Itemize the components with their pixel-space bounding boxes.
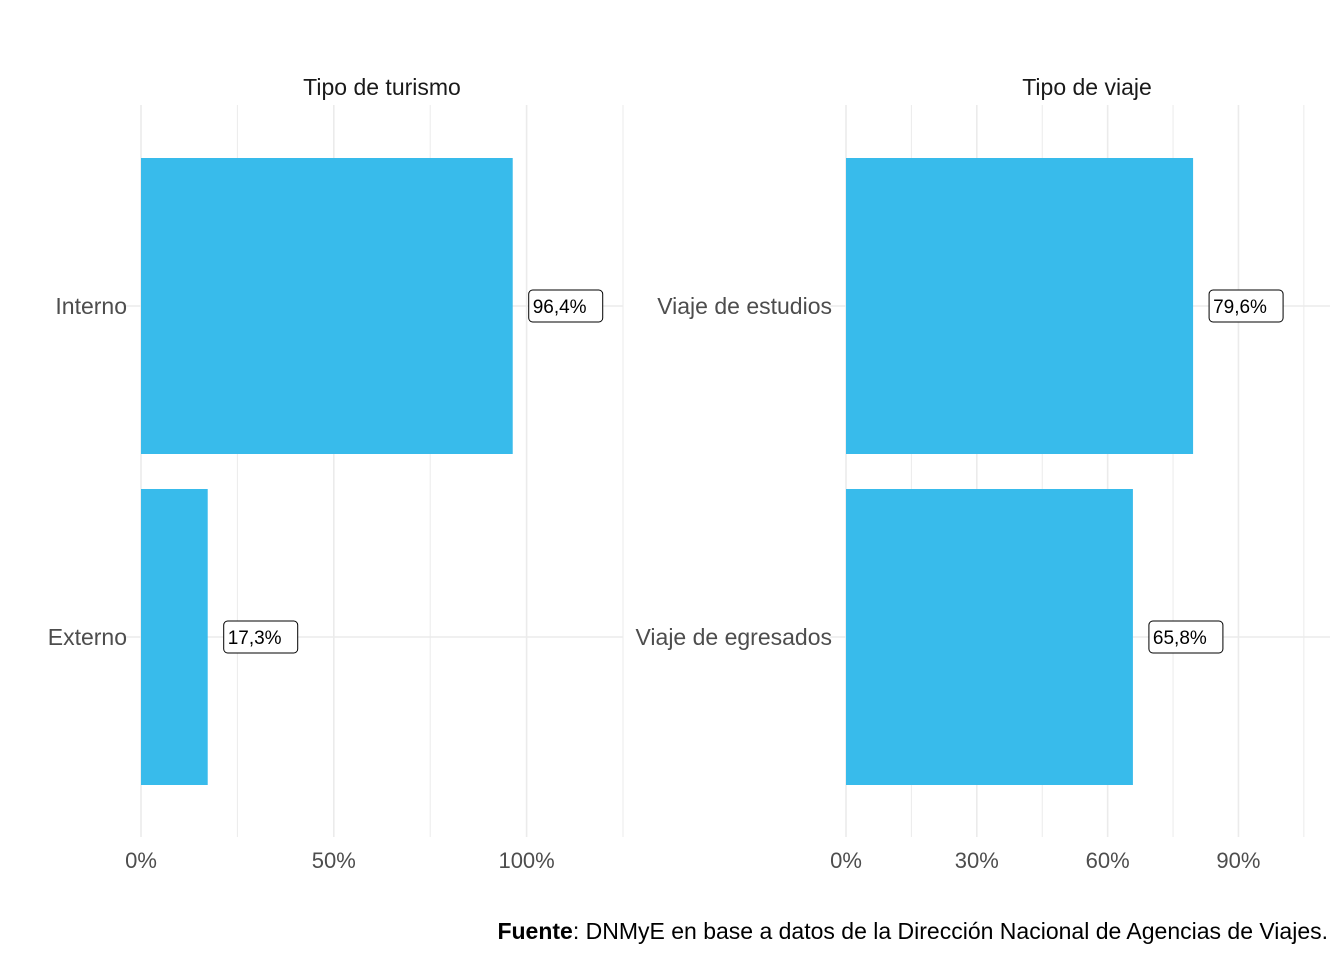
value-label: 79,6% [1213, 297, 1267, 318]
value-label-box [1148, 620, 1224, 654]
x-tick-label: 90% [1216, 848, 1260, 873]
value-label: 96,4% [533, 297, 587, 318]
panel-title: Tipo de turismo [303, 74, 461, 100]
category-label: Externo [48, 624, 127, 650]
source-caption: Fuente: DNMyE en base a datos de la Dire… [497, 918, 1328, 945]
value-label-box [223, 620, 299, 654]
panel-title: Tipo de viaje [1022, 74, 1152, 100]
category-label: Interno [55, 293, 127, 319]
value-label-box [1208, 289, 1284, 323]
panel-tipo-de-turismo: Interno 96,4% Externo 17,3% 0% 50% 100% Tipo de… [48, 74, 624, 873]
x-tick-label: 0% [830, 848, 862, 873]
x-tick-label: 60% [1086, 848, 1130, 873]
x-tick-label: 30% [955, 848, 999, 873]
caption-bold: Fuente [497, 918, 573, 944]
bar [141, 489, 208, 785]
value-label: 17,3% [228, 628, 282, 649]
bar [141, 158, 513, 454]
value-label-box [528, 289, 604, 323]
x-tick-label: 50% [312, 848, 356, 873]
x-tick-label: 0% [125, 848, 157, 873]
bar [846, 158, 1194, 454]
category-label: Viaje de egresados [636, 624, 833, 650]
x-tick-label: 100% [498, 848, 554, 873]
category-label: Viaje de estudios [657, 293, 832, 319]
value-label: 65,8% [1153, 628, 1207, 649]
caption-text: : DNMyE en base a datos de la Dirección … [572, 918, 1328, 944]
bar [846, 489, 1133, 785]
panel-tipo-de-viaje: Viaje de estudios 79,6% Viaje de egresados… [636, 74, 1330, 873]
